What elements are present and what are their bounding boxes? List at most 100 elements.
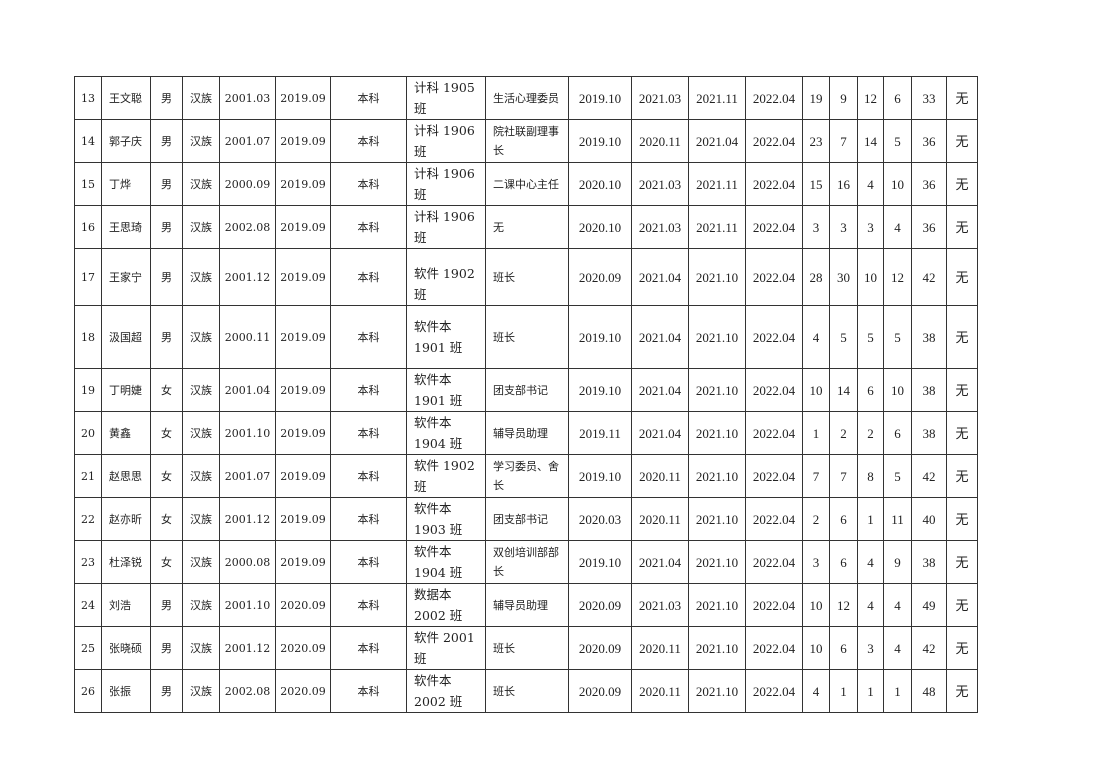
gender-cell: 女 xyxy=(150,411,183,455)
position-cell: 生活心理委员 xyxy=(485,76,569,120)
score-4-cell: 4 xyxy=(883,205,912,249)
date-4-cell: 2022.04 xyxy=(745,248,803,306)
birth-date-cell: 2001.07 xyxy=(219,454,276,498)
date-1-cell: 2020.09 xyxy=(568,626,632,670)
student-name-cell: 刘浩 xyxy=(101,583,151,627)
ethnicity-cell: 汉族 xyxy=(182,497,220,541)
row-number-cell: 19 xyxy=(74,368,102,412)
total-cell: 36 xyxy=(911,162,947,206)
score-3-cell: 2 xyxy=(857,411,884,455)
ethnicity-cell: 汉族 xyxy=(182,248,220,306)
date-3-cell: 2021.10 xyxy=(688,540,746,584)
class-name-cell: 计科 1905 班 xyxy=(406,76,486,120)
score-1-cell: 10 xyxy=(802,368,830,412)
date-4-cell: 2022.04 xyxy=(745,454,803,498)
table-row: 24 刘浩男汉族 2001.10 2020.09 本科 数据本 2002 班辅导员助理 20… xyxy=(74,583,978,627)
birth-date-cell: 2002.08 xyxy=(219,205,276,249)
enrollment-date-cell: 2019.09 xyxy=(275,411,331,455)
date-3-cell: 2021.10 xyxy=(688,368,746,412)
note-cell: 无 xyxy=(946,497,978,541)
date-4-cell: 2022.04 xyxy=(745,411,803,455)
enrollment-date-cell: 2019.09 xyxy=(275,162,331,206)
student-name-cell: 张振 xyxy=(101,669,151,713)
enrollment-date-cell: 2019.09 xyxy=(275,119,331,163)
date-3-cell: 2021.10 xyxy=(688,497,746,541)
table-row: 18 汲国超男汉族 2000.11 2019.09 本科 软件本 1901 班班长 2019… xyxy=(74,305,978,369)
class-name-cell: 软件 2001 班 xyxy=(406,626,486,670)
score-2-cell: 6 xyxy=(829,497,858,541)
score-1-cell: 4 xyxy=(802,669,830,713)
table-row: 23 杜泽锐女汉族 2000.08 2019.09 本科 软件本 1904 班双创培训部部… xyxy=(74,540,978,584)
date-3-cell: 2021.04 xyxy=(688,119,746,163)
score-1-cell: 1 xyxy=(802,411,830,455)
birth-date-cell: 2001.10 xyxy=(219,411,276,455)
note-cell: 无 xyxy=(946,669,978,713)
student-name-cell: 赵思思 xyxy=(101,454,151,498)
gender-cell: 女 xyxy=(150,368,183,412)
birth-date-cell: 2001.07 xyxy=(219,119,276,163)
score-2-cell: 16 xyxy=(829,162,858,206)
table-row: 17 王家宁男汉族 2001.12 2019.09 本科 软件 1902 班班长 2020.… xyxy=(74,248,978,306)
row-number-cell: 25 xyxy=(74,626,102,670)
position-cell: 辅导员助理 xyxy=(485,583,569,627)
total-cell: 38 xyxy=(911,368,947,412)
total-cell: 42 xyxy=(911,626,947,670)
position-cell: 班长 xyxy=(485,626,569,670)
row-number-cell: 21 xyxy=(74,454,102,498)
date-4-cell: 2022.04 xyxy=(745,669,803,713)
row-number-cell: 17 xyxy=(74,248,102,306)
score-1-cell: 15 xyxy=(802,162,830,206)
score-4-cell: 6 xyxy=(883,76,912,120)
score-4-cell: 1 xyxy=(883,669,912,713)
row-number-cell: 16 xyxy=(74,205,102,249)
date-3-cell: 2021.10 xyxy=(688,583,746,627)
note-cell: 无 xyxy=(946,583,978,627)
score-1-cell: 10 xyxy=(802,626,830,670)
ethnicity-cell: 汉族 xyxy=(182,76,220,120)
date-4-cell: 2022.04 xyxy=(745,162,803,206)
score-1-cell: 7 xyxy=(802,454,830,498)
ethnicity-cell: 汉族 xyxy=(182,454,220,498)
enrollment-date-cell: 2019.09 xyxy=(275,205,331,249)
score-1-cell: 2 xyxy=(802,497,830,541)
date-4-cell: 2022.04 xyxy=(745,205,803,249)
student-name-cell: 赵亦昕 xyxy=(101,497,151,541)
date-2-cell: 2020.11 xyxy=(631,119,689,163)
row-number-cell: 23 xyxy=(74,540,102,584)
ethnicity-cell: 汉族 xyxy=(182,162,220,206)
position-cell: 团支部书记 xyxy=(485,368,569,412)
score-3-cell: 6 xyxy=(857,368,884,412)
score-4-cell: 4 xyxy=(883,583,912,627)
date-2-cell: 2020.11 xyxy=(631,669,689,713)
score-3-cell: 1 xyxy=(857,669,884,713)
date-2-cell: 2021.03 xyxy=(631,162,689,206)
note-cell: 无 xyxy=(946,162,978,206)
education-level-cell: 本科 xyxy=(330,248,407,306)
score-3-cell: 4 xyxy=(857,162,884,206)
student-name-cell: 张晓硕 xyxy=(101,626,151,670)
note-cell: 无 xyxy=(946,119,978,163)
birth-date-cell: 2002.08 xyxy=(219,669,276,713)
date-2-cell: 2021.03 xyxy=(631,205,689,249)
ethnicity-cell: 汉族 xyxy=(182,119,220,163)
date-2-cell: 2021.03 xyxy=(631,583,689,627)
education-level-cell: 本科 xyxy=(330,626,407,670)
class-name-cell: 计科 1906 班 xyxy=(406,119,486,163)
ethnicity-cell: 汉族 xyxy=(182,368,220,412)
total-cell: 40 xyxy=(911,497,947,541)
date-1-cell: 2020.10 xyxy=(568,162,632,206)
enrollment-date-cell: 2020.09 xyxy=(275,583,331,627)
gender-cell: 男 xyxy=(150,248,183,306)
date-2-cell: 2021.04 xyxy=(631,540,689,584)
gender-cell: 女 xyxy=(150,454,183,498)
class-name-cell: 软件 1902 班 xyxy=(406,248,486,306)
student-name-cell: 杜泽锐 xyxy=(101,540,151,584)
score-3-cell: 5 xyxy=(857,305,884,369)
table-row: 25 张晓硕男汉族 2001.12 2020.09 本科 软件 2001 班班长 2020.… xyxy=(74,626,978,670)
score-2-cell: 12 xyxy=(829,583,858,627)
score-2-cell: 5 xyxy=(829,305,858,369)
score-3-cell: 3 xyxy=(857,626,884,670)
gender-cell: 男 xyxy=(150,119,183,163)
date-1-cell: 2019.10 xyxy=(568,540,632,584)
table-row: 26 张振男汉族 2002.08 2020.09 本科 软件本 2002 班班长 2020.… xyxy=(74,669,978,713)
